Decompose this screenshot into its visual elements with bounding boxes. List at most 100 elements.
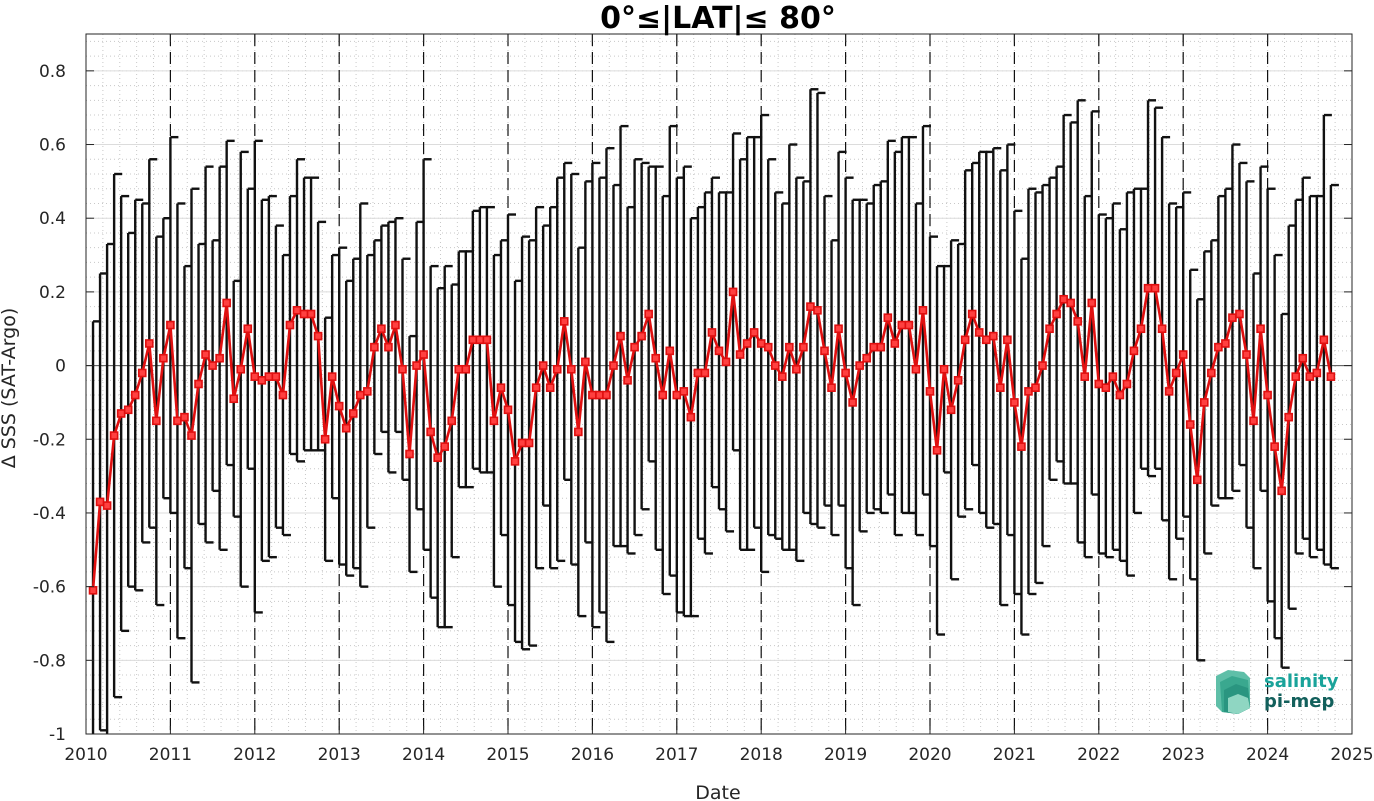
plot-frame: [85, 33, 1353, 735]
data-point: [538, 361, 548, 370]
data-point: [1319, 335, 1329, 345]
data-point: [341, 423, 351, 433]
data-point: [1270, 442, 1279, 451]
data-point: [1256, 324, 1265, 334]
data-point: [377, 324, 386, 334]
data-point: [876, 342, 886, 352]
data-point: [503, 405, 513, 415]
data-point: [827, 383, 836, 392]
data-point: [145, 339, 154, 348]
data-point: [229, 394, 238, 404]
x-tick-labels: 2010 2011 2012 2013 2014 2015 2016 2017 2018 2019…: [64, 745, 1373, 765]
data-point: [1171, 368, 1181, 378]
data-point: [264, 372, 274, 381]
x-tick-label: 2015: [486, 745, 529, 765]
data-point: [159, 353, 168, 363]
data-point: [285, 320, 295, 330]
data-point: [524, 438, 534, 448]
x-tick-label: 2018: [740, 745, 783, 765]
data-point: [1143, 283, 1153, 293]
data-point: [173, 416, 182, 426]
data-point: [960, 335, 970, 345]
data-point: [1235, 309, 1244, 319]
data-point: [1277, 486, 1286, 496]
data-point: [974, 328, 984, 337]
plot-box: [85, 33, 1353, 735]
data-point: [545, 383, 555, 392]
data-point: [384, 342, 393, 352]
data-point: [1263, 390, 1272, 400]
data-point: [194, 379, 203, 389]
data-point: [1249, 416, 1258, 426]
data-point: [925, 387, 935, 396]
data-point: [841, 368, 850, 378]
y-tick-label: -1: [49, 725, 66, 745]
data-point: [447, 416, 457, 426]
data-point: [777, 372, 787, 381]
data-point: [911, 364, 921, 374]
data-point: [953, 376, 963, 385]
data-point: [763, 342, 773, 352]
x-tick-label: 2011: [149, 745, 192, 765]
data-point: [102, 501, 112, 510]
data-point: [623, 376, 632, 385]
data-point: [686, 412, 696, 422]
data-point: [1017, 442, 1026, 451]
data-point: [1073, 317, 1082, 326]
data-point: [672, 390, 682, 400]
data-point: [426, 427, 435, 437]
data-point: [679, 387, 689, 396]
data-point: [946, 405, 956, 415]
data-point: [398, 364, 407, 374]
x-tick-label: 2022: [1077, 745, 1120, 765]
data-point: [897, 320, 907, 330]
y-tick-label: 0: [55, 357, 66, 377]
data-point: [834, 324, 843, 334]
series-markers: [88, 283, 1336, 595]
x-tick-label: 2021: [993, 745, 1036, 765]
data-point: [271, 372, 281, 381]
data-point: [215, 353, 224, 363]
data-point: [1059, 294, 1068, 304]
data-point: [440, 442, 450, 451]
data-point: [1284, 412, 1293, 422]
data-point: [855, 361, 864, 370]
data-point: [313, 331, 323, 341]
data-point: [306, 309, 316, 319]
data-point: [1094, 379, 1104, 389]
data-point: [363, 387, 372, 396]
data-point: [489, 416, 499, 426]
data-point: [742, 339, 752, 348]
x-tick-label: 2023: [1162, 745, 1205, 765]
data-point: [1136, 324, 1146, 334]
data-point: [665, 346, 675, 356]
data-point: [201, 350, 210, 359]
data-point: [412, 361, 421, 370]
y-axis-label: Δ SSS (SAT-Argo): [0, 308, 20, 468]
data-point: [531, 383, 541, 392]
data-point: [187, 431, 196, 440]
data-point: [981, 335, 991, 345]
x-tick-label: 2010: [64, 745, 107, 765]
data-point: [152, 416, 161, 426]
data-point: [1108, 372, 1118, 381]
logo-line2: pi-mep: [1264, 691, 1334, 712]
data-point: [461, 364, 471, 374]
data-point: [355, 390, 365, 400]
chart-title: 0°≤|LAT|≤ 80°: [600, 1, 836, 36]
data-point: [595, 390, 604, 400]
data-point: [250, 372, 260, 381]
salinity-pi-mep-logo: salinity pi-mep: [1216, 670, 1339, 714]
y-tick-label: -0.4: [33, 504, 66, 524]
data-point: [137, 368, 147, 378]
data-point: [728, 287, 738, 297]
data-point: [1228, 313, 1237, 322]
data-point: [904, 320, 914, 330]
data-point: [257, 376, 267, 385]
data-point: [1087, 298, 1097, 308]
logo-wave-icon: [1216, 670, 1250, 714]
data-point: [496, 383, 506, 392]
data-point: [1298, 353, 1308, 363]
data-point: [1164, 387, 1174, 396]
